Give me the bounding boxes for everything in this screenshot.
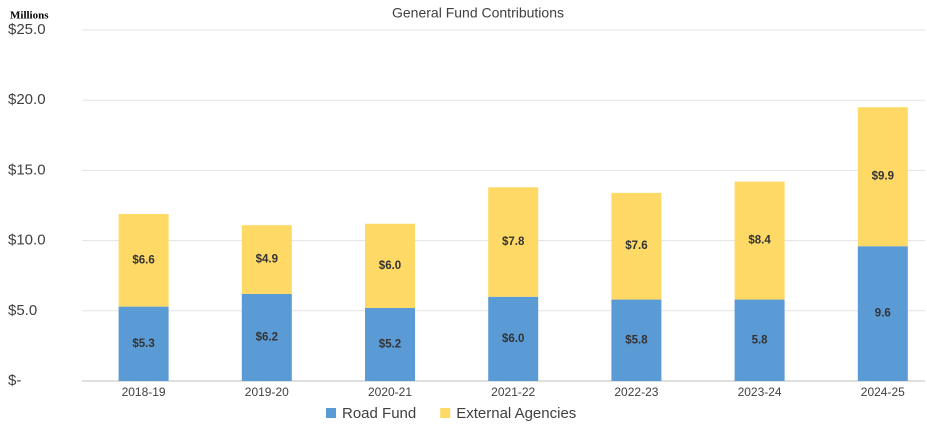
y-tick-label: $5.0 bbox=[8, 302, 37, 319]
x-tick-label: 2024-25 bbox=[861, 385, 905, 399]
x-tick-label: 2023-24 bbox=[738, 385, 782, 399]
bar-segment bbox=[365, 223, 415, 308]
value-label: $7.8 bbox=[502, 236, 525, 248]
bar-segment bbox=[488, 187, 539, 297]
y-tick-label: $10.0 bbox=[8, 232, 46, 249]
y-tick-label: $- bbox=[8, 372, 21, 389]
x-tick-label: 2019-20 bbox=[245, 385, 289, 399]
value-label: $5.3 bbox=[132, 338, 154, 350]
value-label: $6.0 bbox=[502, 333, 524, 345]
bar-segment bbox=[241, 225, 292, 294]
x-tick-label: 2022-23 bbox=[614, 385, 658, 399]
value-label: $4.9 bbox=[256, 254, 278, 266]
x-tick-label: 2018-19 bbox=[122, 385, 166, 399]
y-tick-label: $25.0 bbox=[8, 21, 46, 38]
value-label: $6.6 bbox=[132, 254, 154, 266]
x-tick-label: 2020-21 bbox=[368, 385, 412, 399]
value-label: $5.2 bbox=[379, 339, 401, 351]
bar-segment bbox=[118, 306, 169, 381]
legend-swatch bbox=[326, 408, 336, 418]
bar-segment bbox=[118, 213, 169, 307]
value-label: $5.8 bbox=[625, 334, 648, 346]
value-label: $6.2 bbox=[256, 332, 278, 344]
bar-segment bbox=[734, 181, 785, 300]
value-label: $6.0 bbox=[379, 260, 401, 272]
value-label: $7.6 bbox=[625, 240, 647, 252]
x-tick-label: 2021-22 bbox=[491, 385, 535, 399]
bar-segment bbox=[611, 299, 662, 381]
bar-segment bbox=[857, 107, 908, 247]
value-label: 5.8 bbox=[752, 334, 769, 346]
y-tick-label: $15.0 bbox=[8, 161, 46, 178]
legend-label: External Agencies bbox=[456, 405, 576, 422]
value-label: $8.4 bbox=[748, 235, 771, 247]
bar-segment bbox=[241, 293, 292, 381]
y-tick-label: $20.0 bbox=[8, 91, 46, 108]
bar-segment bbox=[365, 307, 415, 381]
legend-label: Road Fund bbox=[342, 405, 416, 422]
bar-segment bbox=[857, 246, 908, 381]
value-label: 9.6 bbox=[875, 308, 891, 320]
legend-swatch bbox=[440, 408, 451, 418]
chart-title: General Fund Contributions bbox=[392, 5, 564, 21]
y-axis-label: Millions bbox=[10, 10, 49, 22]
bar-segment bbox=[611, 192, 662, 300]
value-label: $9.9 bbox=[872, 171, 894, 183]
bar-segment bbox=[488, 296, 539, 381]
bar-segment bbox=[734, 299, 785, 381]
